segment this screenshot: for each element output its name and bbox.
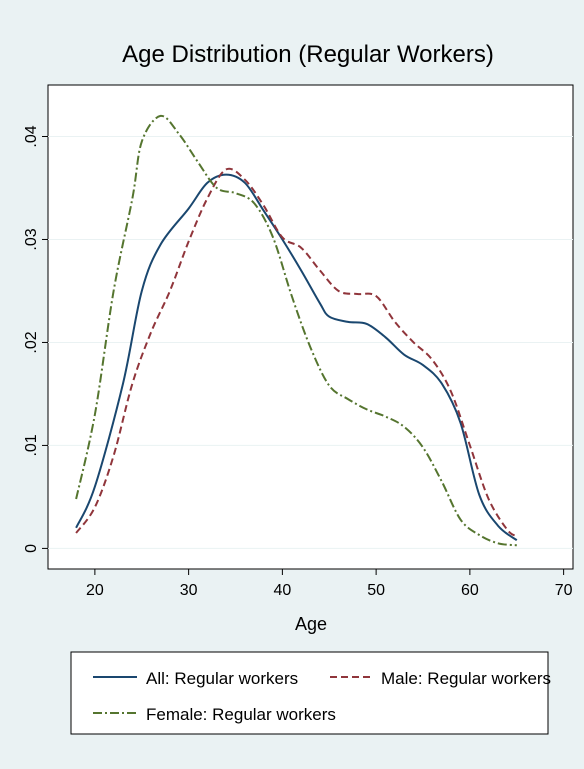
legend-label-female: Female: Regular workers — [146, 705, 336, 724]
series-lines — [75, 114, 518, 547]
x-axis: 20 30 40 50 60 70 — [86, 569, 573, 599]
y-tick-label: .04 — [23, 125, 40, 147]
legend-box — [70, 651, 549, 735]
y-tick-label: 0 — [23, 544, 40, 553]
x-tick-label: 20 — [86, 582, 104, 599]
legend-label-male: Male: Regular workers — [381, 669, 551, 688]
series-line-female — [75, 114, 517, 547]
plot-area — [47, 84, 574, 570]
y-tick-label: .01 — [23, 434, 40, 456]
y-tick-label: .03 — [23, 228, 40, 250]
series-line-all — [75, 173, 518, 542]
x-tick-label: 70 — [555, 582, 573, 599]
legend: All: Regular workers Male: Regular worke… — [70, 651, 551, 735]
x-tick-label: 40 — [273, 582, 291, 599]
x-tick-label: 50 — [367, 582, 385, 599]
legend-label-all: All: Regular workers — [146, 669, 298, 688]
series-line-male — [75, 167, 518, 537]
chart-title: Age Distribution (Regular Workers) — [122, 41, 494, 68]
y-axis: 0 .01 .02 .03 .04 — [23, 125, 48, 553]
gridlines — [48, 135, 573, 549]
y-tick-label: .02 — [23, 331, 40, 353]
x-axis-label: Age — [295, 614, 327, 634]
x-tick-label: 30 — [180, 582, 198, 599]
x-tick-label: 60 — [461, 582, 479, 599]
